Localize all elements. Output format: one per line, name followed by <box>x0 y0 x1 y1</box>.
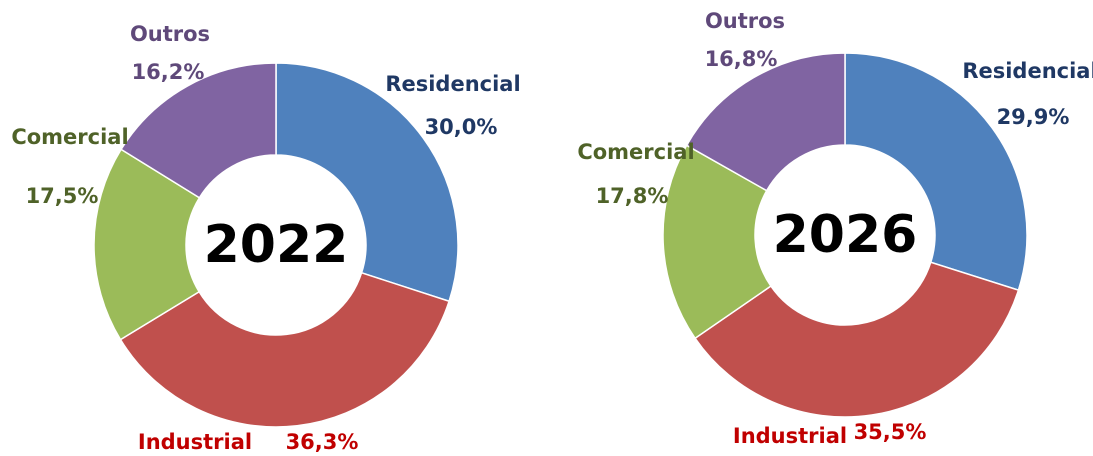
value-label: 29,9% <box>997 105 1070 129</box>
donut-segment <box>685 52 846 192</box>
donut-segment <box>120 62 277 199</box>
value-label: 17,5% <box>26 184 99 208</box>
value-label: 35,5% <box>854 420 927 444</box>
value-label: 16,2% <box>132 60 205 84</box>
donut-segment <box>662 144 772 340</box>
category-label: Comercial <box>11 125 128 149</box>
center-title: 2022 <box>204 215 349 275</box>
value-label: 30,0% <box>425 115 498 139</box>
category-label: Residencial <box>962 59 1093 83</box>
category-label: Comercial <box>577 140 694 164</box>
donut-segment <box>119 271 451 428</box>
category-label: Industrial <box>138 430 252 454</box>
category-label: Residencial <box>385 72 520 96</box>
value-label: 17,8% <box>596 184 669 208</box>
value-label: 36,3% <box>286 430 359 454</box>
donut-segment <box>844 52 1028 292</box>
value-label: 16,8% <box>705 47 778 71</box>
category-label: Outros <box>705 9 785 33</box>
center-title: 2026 <box>773 205 918 265</box>
category-label: Industrial <box>733 424 847 448</box>
category-label: Outros <box>130 22 210 46</box>
donut-segment <box>694 261 1020 418</box>
donut-segment <box>93 148 201 341</box>
donut-segment <box>275 62 459 303</box>
